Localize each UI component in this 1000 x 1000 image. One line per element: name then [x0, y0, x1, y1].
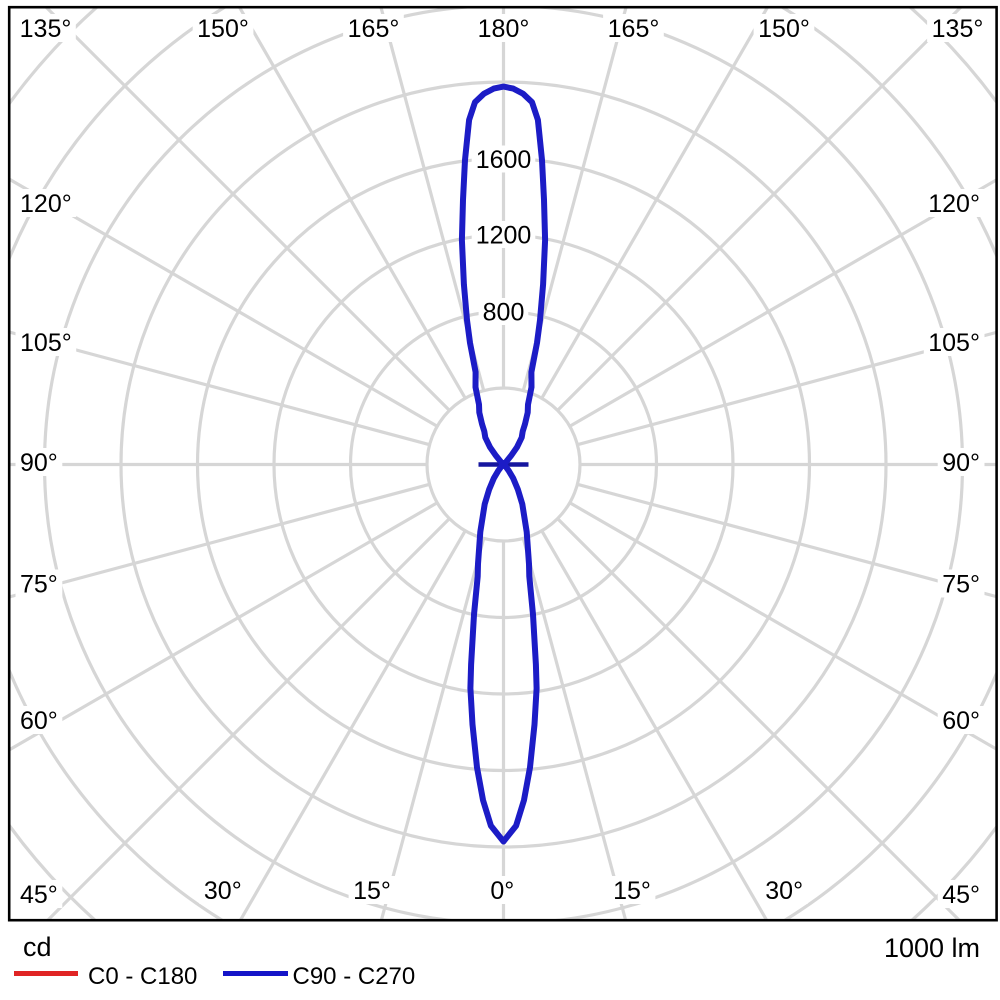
svg-text:180°: 180°	[478, 15, 530, 43]
svg-text:165°: 165°	[608, 15, 660, 43]
svg-text:C0 - C180: C0 - C180	[88, 963, 197, 990]
svg-text:75°: 75°	[20, 571, 58, 599]
svg-text:1600: 1600	[476, 146, 532, 174]
svg-text:150°: 150°	[758, 15, 810, 43]
svg-text:0°: 0°	[490, 877, 514, 905]
svg-text:90°: 90°	[20, 449, 58, 477]
svg-text:45°: 45°	[20, 881, 58, 909]
svg-text:150°: 150°	[197, 15, 249, 43]
svg-text:105°: 105°	[20, 329, 72, 357]
svg-text:15°: 15°	[353, 877, 391, 905]
svg-text:135°: 135°	[932, 15, 984, 43]
svg-text:120°: 120°	[928, 190, 980, 218]
svg-text:800: 800	[483, 299, 525, 327]
svg-text:1200: 1200	[476, 222, 532, 250]
svg-text:45°: 45°	[942, 881, 980, 909]
svg-text:1000 lm: 1000 lm	[884, 933, 980, 963]
svg-text:120°: 120°	[20, 190, 72, 218]
svg-text:135°: 135°	[20, 15, 72, 43]
svg-text:105°: 105°	[928, 329, 980, 357]
svg-text:C90 - C270: C90 - C270	[293, 963, 416, 990]
svg-text:60°: 60°	[942, 707, 980, 735]
svg-text:90°: 90°	[942, 449, 980, 477]
svg-text:60°: 60°	[20, 707, 58, 735]
svg-text:30°: 30°	[765, 877, 803, 905]
svg-text:cd: cd	[23, 932, 52, 962]
svg-text:15°: 15°	[613, 877, 651, 905]
svg-text:75°: 75°	[942, 571, 980, 599]
svg-text:30°: 30°	[204, 877, 242, 905]
svg-text:165°: 165°	[348, 15, 400, 43]
